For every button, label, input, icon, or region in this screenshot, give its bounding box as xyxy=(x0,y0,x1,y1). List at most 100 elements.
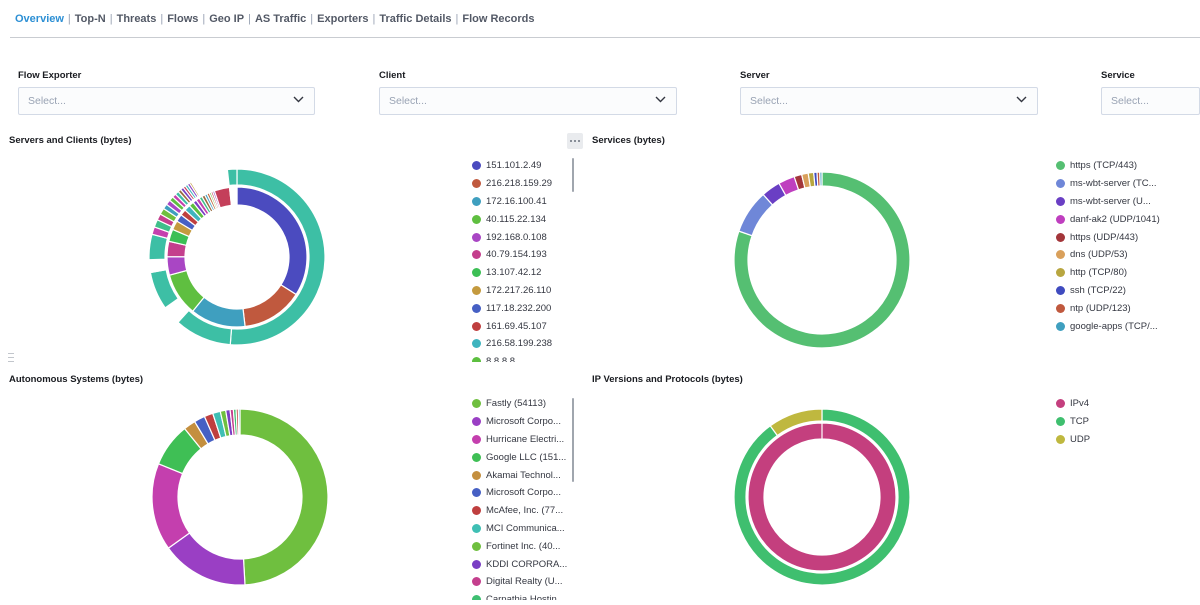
legend-item[interactable]: 172.217.26.110 xyxy=(472,282,572,300)
select-placeholder: Select... xyxy=(1111,95,1149,107)
legend-item[interactable]: 40.115.22.134 xyxy=(472,210,572,228)
client-select[interactable]: Select... xyxy=(379,87,677,115)
legend-item[interactable]: ms-wbt-server (TC... xyxy=(1056,175,1196,193)
legend-item[interactable]: MCI Communica... xyxy=(472,520,572,538)
legend-item[interactable]: dns (UDP/53) xyxy=(1056,246,1196,264)
tab-threats[interactable]: Threats xyxy=(116,13,157,25)
legend-label: UDP xyxy=(1070,433,1091,445)
drag-handle-icon[interactable] xyxy=(8,353,14,362)
legend-color-dot xyxy=(472,506,481,516)
services-donut-chart[interactable] xyxy=(722,160,922,360)
legend-label: danf-ak2 (UDP/1041) xyxy=(1070,213,1160,225)
tab-as-traffic[interactable]: AS Traffic xyxy=(254,13,307,25)
legend-item[interactable]: Carpathia Hostin... xyxy=(472,591,572,600)
legend-item[interactable]: https (TCP/443) xyxy=(1056,157,1196,175)
legend-item[interactable]: 216.58.199.238 xyxy=(472,335,572,353)
donut-slice[interactable] xyxy=(237,408,241,436)
legend-item[interactable]: Digital Realty (U... xyxy=(472,573,572,591)
legend-item[interactable]: 8.8.8.8 xyxy=(472,353,572,362)
legend-label: 216.218.159.29 xyxy=(486,178,553,190)
select-placeholder: Select... xyxy=(28,95,66,107)
legend-item[interactable]: 192.168.0.108 xyxy=(472,228,572,246)
services-legend: https (TCP/443) ms-wbt-server (TC... ms-wb… xyxy=(1056,157,1196,337)
legend-label: 13.107.42.12 xyxy=(486,267,542,279)
legend-color-dot xyxy=(1056,161,1065,171)
tab-traffic-details[interactable]: Traffic Details xyxy=(379,13,452,25)
legend-item[interactable]: KDDI CORPORA... xyxy=(472,555,572,573)
legend-color-dot xyxy=(1056,232,1065,242)
tab-flow-records[interactable]: Flow Records xyxy=(462,13,535,25)
panel-options-icon[interactable] xyxy=(567,133,583,149)
tab-flows[interactable]: Flows xyxy=(167,13,199,25)
legend-label: ms-wbt-server (TC... xyxy=(1070,178,1157,190)
legend-item[interactable]: 40.79.154.193 xyxy=(472,246,572,264)
legend-color-dot xyxy=(1056,196,1065,206)
legend-label: 172.16.100.41 xyxy=(486,195,547,207)
legend-item[interactable]: ntp (UDP/123) xyxy=(1056,299,1196,317)
flow-exporter-select[interactable]: Select... xyxy=(18,87,315,115)
donut-slice[interactable] xyxy=(239,408,329,586)
legend-item[interactable]: http (TCP/80) xyxy=(1056,264,1196,282)
legend-color-dot xyxy=(472,399,481,409)
donut-slice[interactable] xyxy=(228,186,238,206)
tab-separator: | xyxy=(248,13,251,25)
donut-slice[interactable] xyxy=(769,408,823,437)
legend-item[interactable]: Fortinet Inc. (40... xyxy=(472,537,572,555)
legend-item[interactable]: IPv4 xyxy=(1056,395,1196,413)
legend-label: Fastly (54113) xyxy=(486,398,547,410)
legend-label: 216.58.199.238 xyxy=(486,338,553,350)
legend-color-dot xyxy=(472,339,481,349)
legend-color-dot xyxy=(1056,268,1065,278)
legend-color-dot xyxy=(472,541,481,551)
legend-item[interactable]: 151.101.2.49 xyxy=(472,157,572,175)
donut-slice[interactable] xyxy=(738,193,774,237)
legend-scrollbar[interactable] xyxy=(572,398,574,482)
filter-flow-exporter: Flow Exporter Select... xyxy=(18,70,315,115)
legend-item[interactable]: 172.16.100.41 xyxy=(472,193,572,211)
legend-scrollbar[interactable] xyxy=(572,158,574,192)
donut-slice[interactable] xyxy=(167,532,246,586)
legend-item[interactable]: 13.107.42.12 xyxy=(472,264,572,282)
donut-slice[interactable] xyxy=(226,168,238,187)
legend-item[interactable]: 216.218.159.29 xyxy=(472,175,572,193)
autonomous-systems-legend: Fastly (54113) Microsoft Corpo... Hurrican… xyxy=(472,395,572,600)
legend-item[interactable]: UDP xyxy=(1056,431,1196,449)
ip-versions-donut-chart[interactable] xyxy=(722,397,922,597)
legend-item[interactable]: https (UDP/443) xyxy=(1056,228,1196,246)
chevron-down-icon xyxy=(655,96,666,103)
service-select[interactable]: Select... xyxy=(1101,87,1200,115)
legend-item[interactable]: 161.69.45.107 xyxy=(472,317,572,335)
legend-item[interactable]: danf-ak2 (UDP/1041) xyxy=(1056,210,1196,228)
legend-item[interactable]: ms-wbt-server (U... xyxy=(1056,193,1196,211)
servers-clients-donut-chart[interactable] xyxy=(135,155,340,360)
server-select[interactable]: Select... xyxy=(740,87,1038,115)
legend-item[interactable]: Hurricane Electri... xyxy=(472,431,572,449)
legend-label: google-apps (TCP/... xyxy=(1070,320,1158,332)
legend-item[interactable]: Microsoft Corpo... xyxy=(472,413,572,431)
donut-slice[interactable] xyxy=(819,171,823,187)
legend-item[interactable]: TCP xyxy=(1056,413,1196,431)
tab-exporters[interactable]: Exporters xyxy=(317,13,369,25)
legend-item[interactable]: Google LLC (151... xyxy=(472,448,572,466)
tab-overview[interactable]: Overview xyxy=(15,13,64,25)
legend-item[interactable]: Microsoft Corpo... xyxy=(472,484,572,502)
legend-item[interactable]: Akamai Technol... xyxy=(472,466,572,484)
legend-color-dot xyxy=(472,434,481,444)
legend-color-dot xyxy=(1056,321,1065,331)
donut-slice[interactable] xyxy=(148,258,167,274)
legend-label: http (TCP/80) xyxy=(1070,267,1128,279)
legend-item[interactable]: google-apps (TCP/... xyxy=(1056,317,1196,335)
donut-slice[interactable] xyxy=(151,462,191,549)
legend-label: McAfee, Inc. (77... xyxy=(486,505,564,517)
legend-item[interactable]: McAfee, Inc. (77... xyxy=(472,502,572,520)
tab-geo-ip[interactable]: Geo IP xyxy=(209,13,245,25)
legend-label: IPv4 xyxy=(1070,398,1090,410)
tab-separator: | xyxy=(310,13,314,25)
legend-item[interactable]: 117.18.232.200 xyxy=(472,299,572,317)
legend-item[interactable]: Fastly (54113) xyxy=(472,395,572,413)
legend-item[interactable]: ssh (TCP/22) xyxy=(1056,282,1196,300)
tab-top-n[interactable]: Top-N xyxy=(74,13,106,25)
legend-label: KDDI CORPORA... xyxy=(486,558,568,570)
autonomous-systems-donut-chart[interactable] xyxy=(140,397,340,597)
donut-slice[interactable] xyxy=(747,422,897,572)
